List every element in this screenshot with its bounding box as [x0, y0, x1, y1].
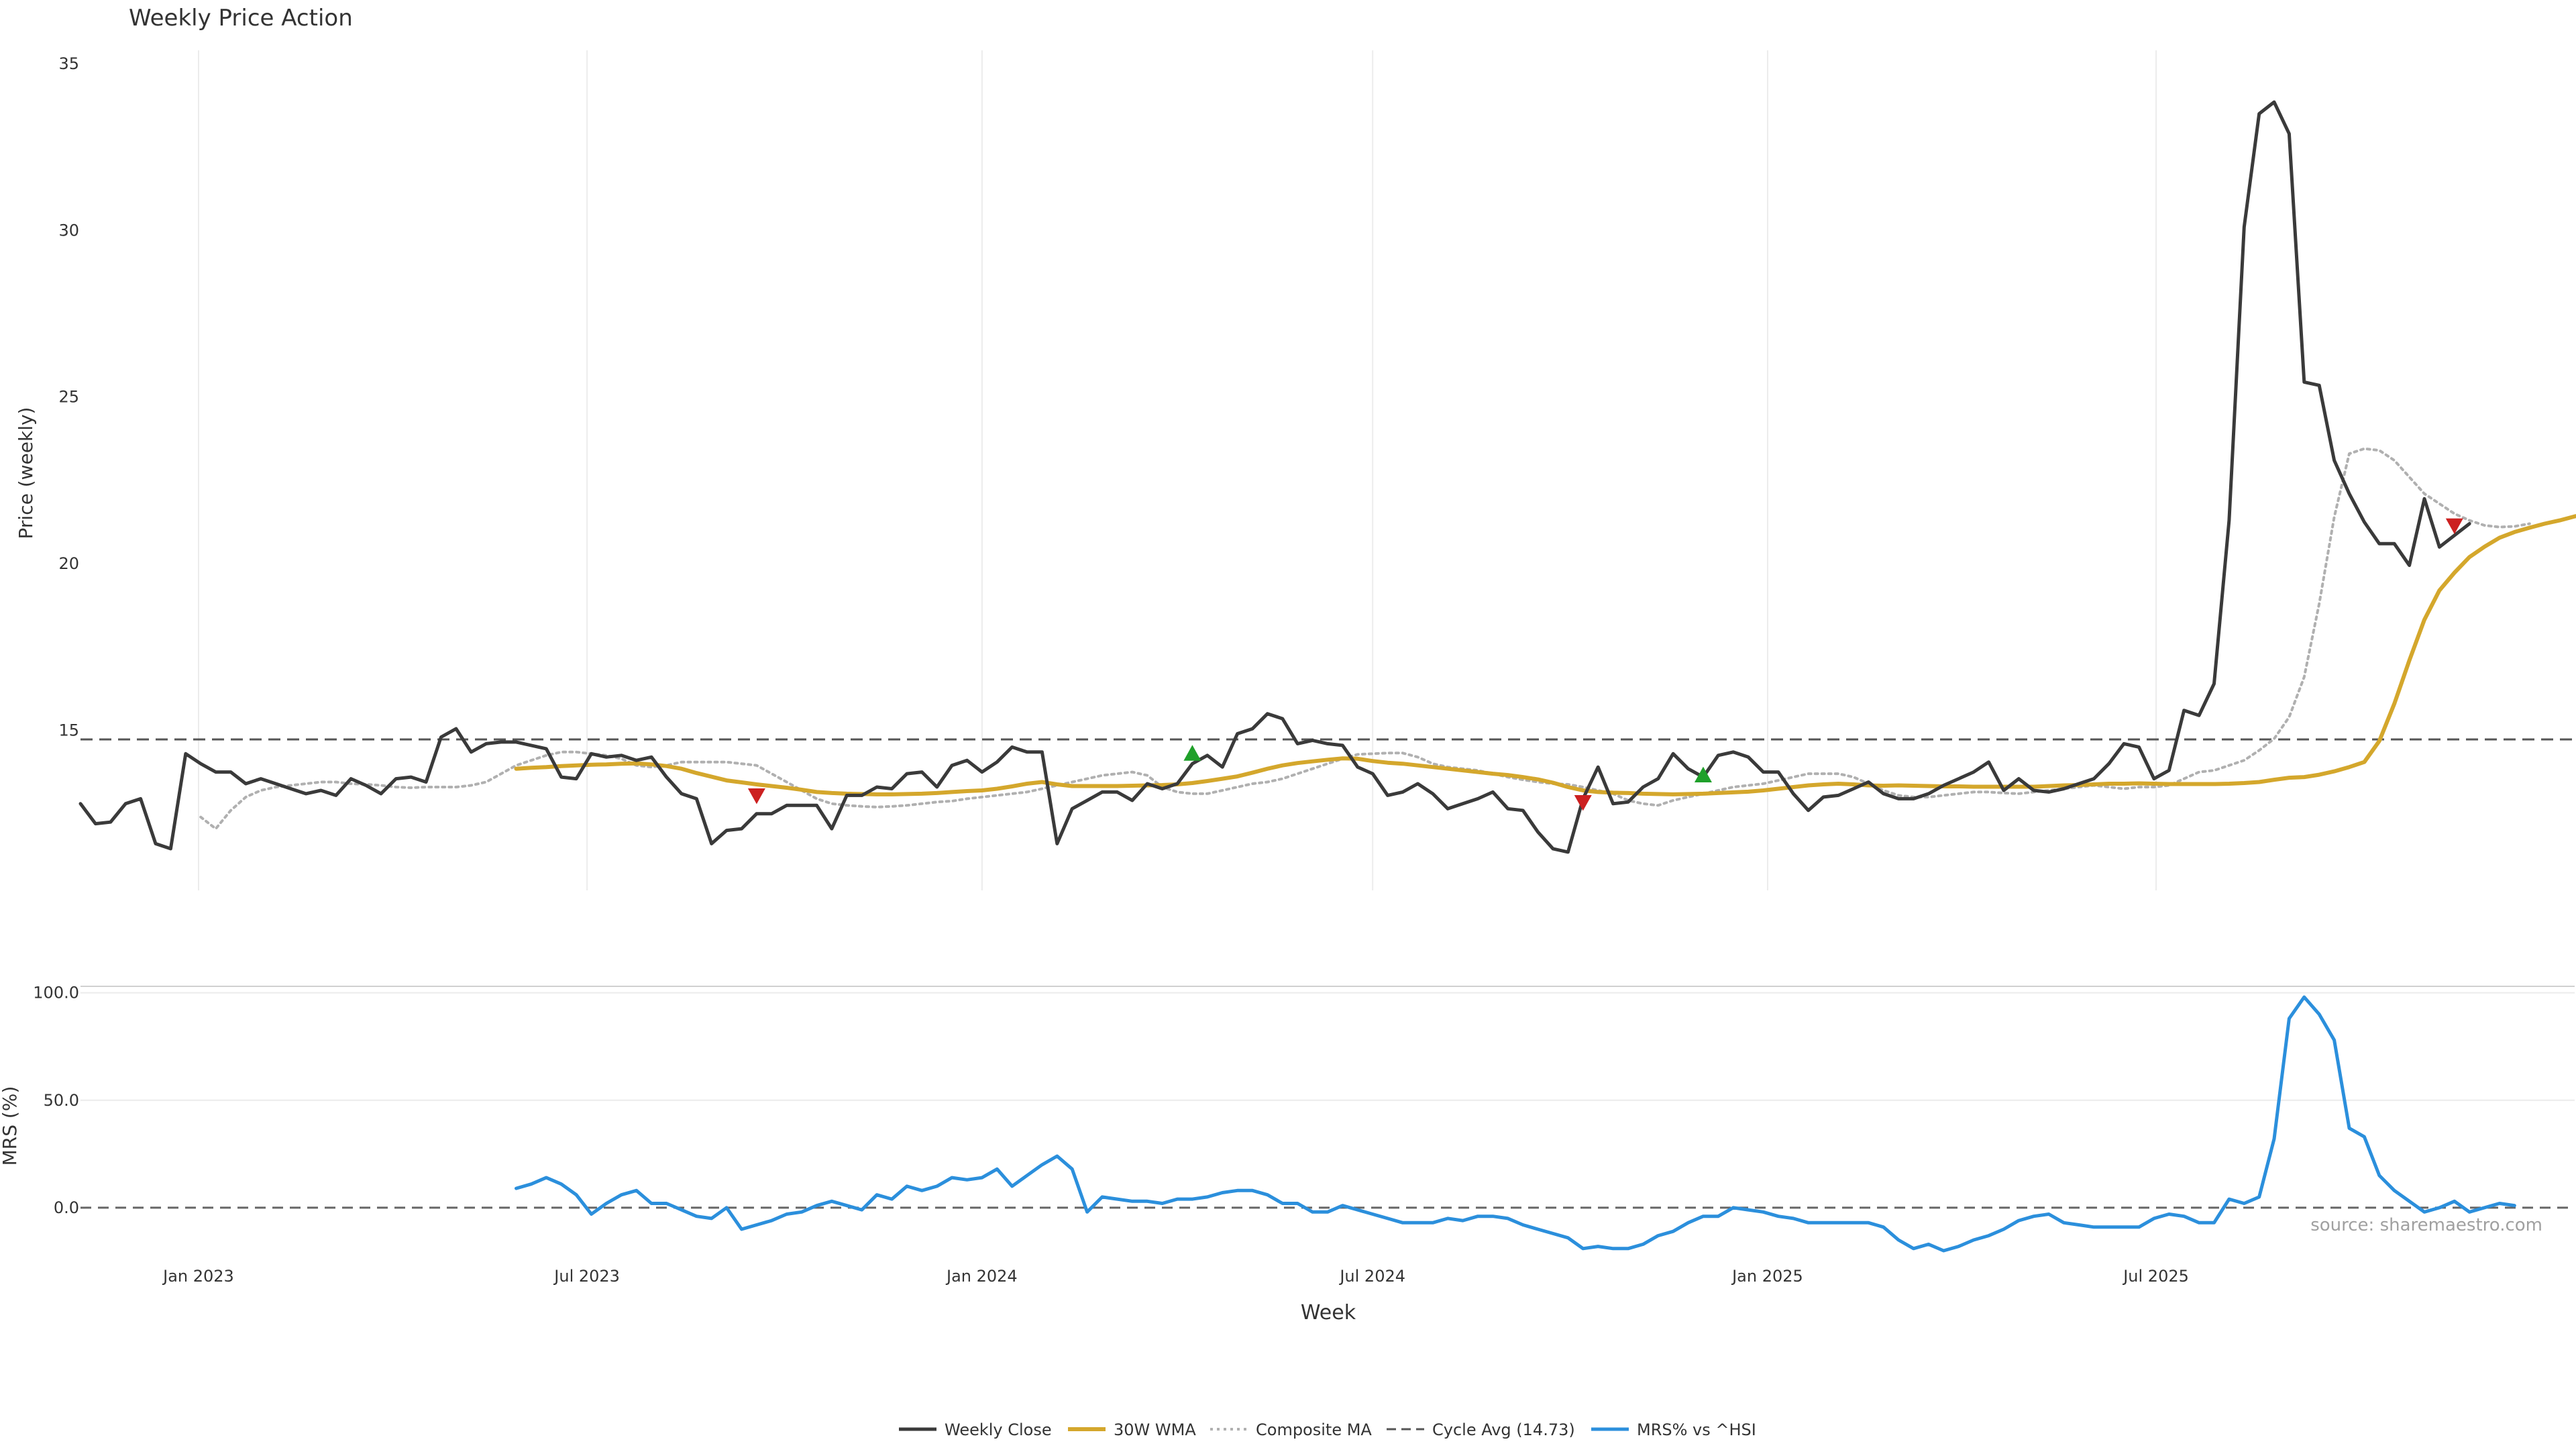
price-y-axis-label: Price (weekly): [15, 407, 37, 539]
x-tick-label: Jul 2025: [2122, 1267, 2189, 1286]
x-tick-label: Jul 2024: [1338, 1267, 1405, 1286]
price-y-tick-label: 25: [58, 388, 79, 407]
mrs-y-tick-label: 50.0: [44, 1091, 79, 1110]
mrs-line: [517, 997, 2515, 1251]
buy-signal-marker: [1183, 745, 1201, 760]
price-y-tick-label: 15: [58, 721, 79, 740]
legend-label: Cycle Avg (14.73): [1432, 1420, 1575, 1439]
price-y-tick-label: 30: [58, 221, 79, 240]
mrs-panel: MRS (%) Week source: sharemaestro.com Ja…: [0, 984, 2575, 1325]
price-panel: Weekly Price Action Price (weekly) 15 20 2…: [15, 5, 2576, 890]
legend-label: Weekly Close: [945, 1420, 1052, 1439]
x-tick-label: Jan 2024: [945, 1267, 1018, 1286]
legend-label: MRS% vs ^HSI: [1637, 1420, 1756, 1439]
mrs-y-tick-label: 0.0: [54, 1198, 79, 1217]
x-tick-label: Jan 2025: [1731, 1267, 1803, 1286]
mrs-y-axis-label: MRS (%): [0, 1086, 21, 1166]
legend-label: 30W WMA: [1114, 1420, 1196, 1439]
x-axis-label: Week: [1301, 1301, 1356, 1325]
sell-signal-marker: [1574, 795, 1592, 811]
mrs-y-tick-label: 100.0: [33, 984, 79, 1002]
price-y-tick-label: 35: [58, 54, 79, 73]
price-chart-title: Weekly Price Action: [129, 5, 353, 32]
sell-signal-marker: [748, 788, 765, 804]
legend-label: Composite MA: [1256, 1420, 1372, 1439]
legend: Weekly Close 30W WMA Composite MA Cycle Avg…: [899, 1420, 1756, 1439]
x-tick-label: Jan 2023: [162, 1267, 234, 1286]
price-y-tick-label: 20: [58, 554, 79, 573]
x-tick-label: Jul 2023: [553, 1267, 620, 1286]
source-annotation: source: sharemaestro.com: [2310, 1215, 2542, 1235]
wma-30w-line: [517, 503, 2576, 794]
